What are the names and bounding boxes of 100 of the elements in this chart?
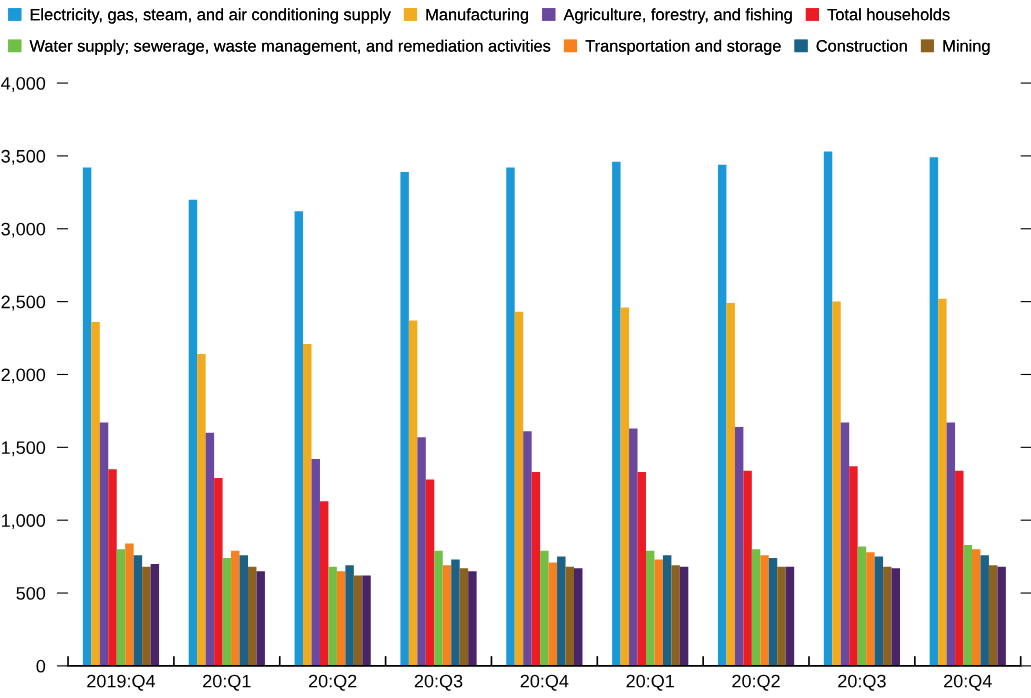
bar — [408, 320, 418, 666]
bar — [963, 544, 972, 666]
x-tick-label: 20:Q1 — [203, 674, 251, 691]
bar — [345, 565, 354, 666]
bar — [256, 571, 265, 666]
bar — [751, 549, 761, 666]
bar — [459, 568, 469, 666]
bar — [205, 432, 215, 666]
bar — [468, 571, 477, 666]
bar — [565, 566, 575, 666]
bar — [99, 422, 109, 666]
bar — [874, 556, 884, 666]
x-tick-label: 20:Q2 — [732, 674, 780, 691]
y-tick-label: 0 — [36, 659, 46, 673]
bar — [239, 555, 248, 666]
x-tick-label: 20:Q3 — [414, 674, 463, 691]
x-tick-label: 20:Q2 — [308, 674, 357, 691]
x-tick-label: 20:Q4 — [520, 674, 569, 691]
bar — [645, 550, 655, 666]
bar — [743, 470, 752, 666]
bar — [938, 298, 947, 666]
bar — [997, 566, 1006, 666]
legend-label: Mining — [943, 39, 990, 55]
bar — [353, 575, 363, 666]
bar — [612, 161, 621, 666]
bar — [972, 549, 981, 666]
bar — [548, 562, 558, 666]
bar — [540, 550, 549, 666]
bar — [840, 422, 850, 666]
bar — [425, 479, 435, 666]
bar — [319, 501, 329, 666]
bar — [91, 322, 100, 666]
x-tick-label: 20:Q4 — [944, 674, 992, 691]
y-tick-label: 4,000 — [1, 77, 46, 92]
y-tick-label: 2,500 — [1, 295, 46, 311]
y-tick-label: 3,500 — [1, 149, 46, 165]
bar — [671, 565, 680, 666]
legend-label: Agriculture, forestry, and fishing — [563, 8, 792, 24]
bar — [116, 549, 126, 666]
bar — [336, 571, 346, 666]
bar — [142, 566, 151, 666]
bar — [717, 164, 727, 666]
bar — [662, 555, 672, 666]
bar — [214, 477, 223, 666]
bar — [231, 550, 240, 666]
bar — [434, 550, 443, 666]
bar — [125, 543, 134, 666]
bar — [328, 566, 337, 666]
bar — [417, 437, 426, 666]
bar — [823, 151, 833, 666]
bar — [451, 559, 460, 666]
bar — [362, 575, 371, 666]
bar — [955, 470, 964, 666]
bar — [768, 558, 778, 666]
bar — [734, 426, 744, 666]
bar — [980, 555, 989, 666]
bar — [857, 546, 867, 666]
bar — [726, 303, 735, 666]
bar — [832, 301, 841, 666]
bar — [891, 568, 901, 666]
bar — [883, 566, 892, 666]
legend-label: Transportation and storage — [585, 39, 781, 55]
y-tick-label: 500 — [16, 586, 46, 600]
x-tick-label: 20:Q3 — [838, 674, 886, 691]
bar — [303, 343, 312, 666]
legend-label: Total households — [827, 8, 950, 21]
bar — [679, 566, 689, 666]
bar — [760, 555, 769, 666]
bar — [574, 568, 583, 666]
bar — [311, 458, 320, 666]
bar — [247, 566, 257, 666]
y-tick-label: 3,000 — [1, 222, 46, 238]
bar — [777, 566, 786, 666]
bar — [197, 354, 206, 666]
bar — [620, 307, 630, 666]
bar — [514, 311, 524, 666]
bar — [82, 167, 92, 666]
bar — [108, 469, 117, 666]
bar — [946, 422, 956, 666]
bar — [133, 555, 143, 666]
bar — [442, 565, 452, 666]
bar — [637, 472, 646, 666]
bar — [654, 559, 663, 666]
bar — [188, 199, 198, 666]
bar — [150, 563, 160, 666]
y-tick-label: 1,000 — [2, 514, 46, 530]
x-tick-label: 20:Q1 — [626, 674, 674, 691]
bar — [294, 211, 304, 666]
x-tick-label: 2019:Q4 — [87, 674, 156, 691]
bar — [849, 466, 858, 666]
bar — [531, 472, 541, 666]
bar — [557, 556, 566, 666]
legend-label: Electricity, gas, steam, and air conditioning supply — [30, 8, 391, 24]
legend-label: Construction — [816, 39, 907, 52]
bar — [785, 566, 795, 666]
bar — [523, 431, 532, 666]
bar — [222, 558, 232, 666]
bar — [400, 171, 409, 666]
bar — [629, 428, 638, 666]
bar — [506, 167, 515, 666]
